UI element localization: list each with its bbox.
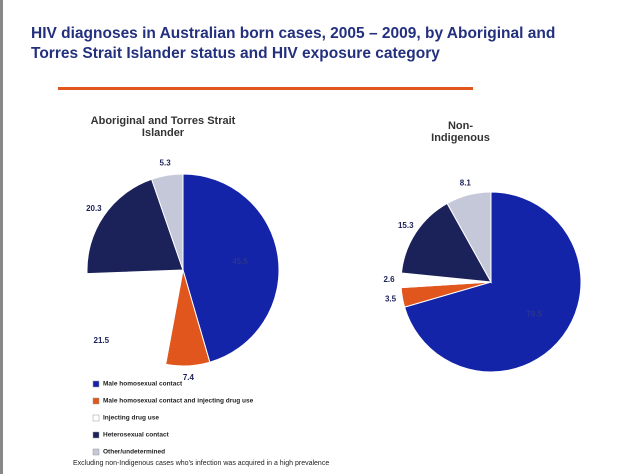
legend-label: Heterosexual contact xyxy=(103,432,170,439)
pie-title: Aboriginal and Torres Strait Islander xyxy=(90,115,236,139)
pie-title: Non-Indigenous xyxy=(431,120,490,144)
data-label: 8.1 xyxy=(460,178,472,187)
legend-label: Male homosexual contact xyxy=(103,381,183,388)
pie-slice xyxy=(150,173,184,271)
data-label: 3.5 xyxy=(385,295,397,304)
data-label: 15.3 xyxy=(398,221,414,230)
legend-label: Other/undetermined xyxy=(103,449,165,456)
legend-label: Male homosexual contact and injecting dr… xyxy=(103,398,254,405)
slide-title: HIV diagnoses in Australian born cases, … xyxy=(31,25,556,62)
data-label: 21.5 xyxy=(94,336,110,345)
pie-slice xyxy=(86,178,184,275)
data-label: 5.3 xyxy=(160,159,172,168)
pie-slice xyxy=(403,191,582,373)
pie-slice xyxy=(400,202,492,283)
legend-swatch xyxy=(92,414,100,422)
data-label: 7.4 xyxy=(183,373,195,382)
title-rule xyxy=(58,87,473,90)
data-label: 45.5 xyxy=(232,257,248,266)
legend-label: Injecting drug use xyxy=(103,415,159,422)
legend-swatch xyxy=(92,448,100,456)
data-label: 2.6 xyxy=(383,275,395,284)
footnote: Excluding non-Indigenous cases who's inf… xyxy=(73,460,330,467)
legend-swatch xyxy=(92,397,100,405)
charts: 45.5 7.4 21.5 20.3 5.3 70.5 3.5 2.6 15.3 8.1 Male … xyxy=(86,159,582,456)
pie-slice xyxy=(86,269,184,365)
pie-slice xyxy=(182,173,280,363)
legend-swatch xyxy=(92,380,100,388)
data-label: 20.3 xyxy=(86,204,102,213)
data-label: 70.5 xyxy=(526,310,542,319)
pie-slice xyxy=(446,191,492,284)
legend-swatch xyxy=(92,431,100,439)
